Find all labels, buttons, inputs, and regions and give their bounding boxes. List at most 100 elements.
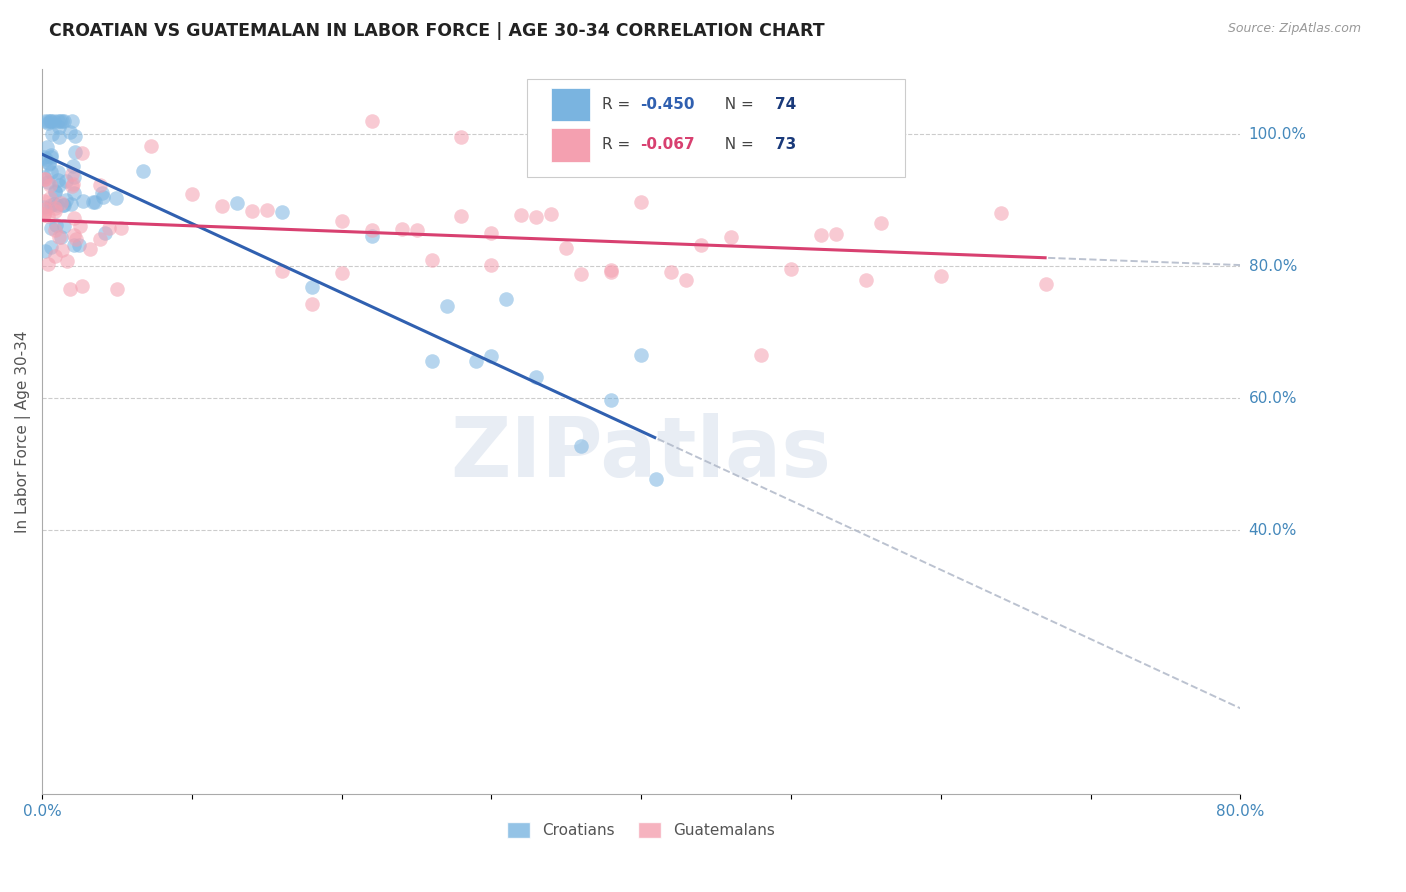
Point <box>405 223 427 237</box>
Point <box>645 472 668 486</box>
Point <box>48 178 70 193</box>
Text: -0.450: -0.450 <box>640 97 695 112</box>
Point <box>65 232 87 246</box>
Point <box>35 152 58 166</box>
Point <box>720 230 742 244</box>
Point <box>481 258 503 272</box>
Point <box>569 439 592 453</box>
Point <box>39 178 62 192</box>
Point <box>360 114 382 128</box>
Text: R =: R = <box>602 137 634 153</box>
Point <box>34 244 56 259</box>
Point <box>44 114 66 128</box>
Point <box>55 193 77 207</box>
Point <box>39 114 62 128</box>
Point <box>32 207 55 221</box>
Point <box>34 171 56 186</box>
Point <box>37 175 59 189</box>
Point <box>34 202 56 217</box>
Point <box>51 230 73 244</box>
Point <box>82 195 104 210</box>
Text: 80.0%: 80.0% <box>1249 259 1296 274</box>
FancyBboxPatch shape <box>527 79 905 178</box>
Point <box>38 157 60 171</box>
Point <box>38 155 60 169</box>
Point <box>32 194 55 208</box>
Point <box>869 216 891 230</box>
Point <box>540 207 562 221</box>
Point <box>53 198 76 212</box>
Point <box>450 130 472 145</box>
Point <box>330 214 353 228</box>
Point <box>481 349 503 363</box>
Point <box>44 249 66 263</box>
Y-axis label: In Labor Force | Age 30-34: In Labor Force | Age 30-34 <box>15 330 31 533</box>
Point <box>60 114 83 128</box>
Point <box>675 273 697 287</box>
Point <box>48 165 70 179</box>
Point <box>436 299 458 313</box>
Point <box>555 241 578 255</box>
Point <box>48 129 70 144</box>
Text: N =: N = <box>716 97 759 112</box>
Point <box>659 265 682 279</box>
Point <box>225 195 247 210</box>
Point <box>44 184 66 198</box>
Point <box>52 197 75 211</box>
Point <box>70 146 93 161</box>
Point <box>44 185 66 199</box>
Point <box>256 202 278 217</box>
Point <box>39 191 62 205</box>
Point <box>59 197 82 211</box>
Point <box>110 221 132 235</box>
Point <box>84 195 107 210</box>
Point <box>600 393 623 408</box>
Point <box>270 264 292 278</box>
Point <box>39 114 62 128</box>
Point <box>69 219 91 233</box>
Point <box>32 208 55 222</box>
Point <box>55 174 77 188</box>
Point <box>481 227 503 241</box>
Text: N =: N = <box>716 137 759 153</box>
Point <box>91 186 114 200</box>
Point <box>89 231 111 245</box>
Point <box>37 114 59 128</box>
Text: Source: ZipAtlas.com: Source: ZipAtlas.com <box>1227 22 1361 36</box>
FancyBboxPatch shape <box>551 128 589 161</box>
Point <box>39 165 62 179</box>
Point <box>465 354 488 368</box>
Text: CROATIAN VS GUATEMALAN IN LABOR FORCE | AGE 30-34 CORRELATION CHART: CROATIAN VS GUATEMALAN IN LABOR FORCE | … <box>49 22 825 40</box>
Point <box>34 171 56 186</box>
Point <box>32 200 55 214</box>
Point <box>39 198 62 212</box>
Point <box>524 369 547 384</box>
Point <box>63 227 86 242</box>
Point <box>39 150 62 164</box>
Point <box>420 252 443 267</box>
Point <box>62 159 84 173</box>
Point <box>97 220 120 235</box>
Point <box>44 223 66 237</box>
FancyBboxPatch shape <box>551 88 589 121</box>
Point <box>37 116 59 130</box>
Point <box>53 219 76 233</box>
Point <box>240 204 263 219</box>
Point <box>49 114 72 128</box>
Point <box>105 191 128 205</box>
Point <box>44 203 66 218</box>
Point <box>32 169 55 184</box>
Point <box>41 127 63 141</box>
Text: 40.0%: 40.0% <box>1249 523 1296 538</box>
Point <box>105 282 128 296</box>
Point <box>56 253 79 268</box>
Point <box>450 209 472 223</box>
Point <box>51 244 73 258</box>
Point <box>630 347 652 361</box>
Point <box>495 292 517 306</box>
Point <box>810 228 832 243</box>
Point <box>48 120 70 134</box>
Point <box>89 178 111 192</box>
Point <box>301 279 323 293</box>
Point <box>630 195 652 210</box>
